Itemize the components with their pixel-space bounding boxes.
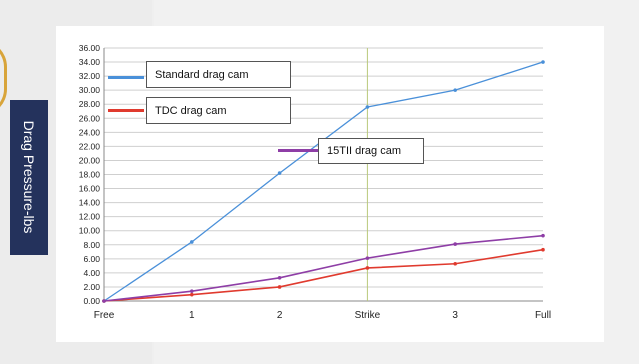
y-tick-label: 8.00 xyxy=(83,240,100,250)
series-point xyxy=(365,105,370,109)
series-point xyxy=(453,88,458,92)
y-tick-label: 32.00 xyxy=(79,71,101,81)
series-point xyxy=(541,60,545,64)
series-point xyxy=(277,171,282,175)
series-point xyxy=(365,266,370,270)
series-point xyxy=(277,285,282,289)
chart-card: 0.00 2.00 4.00 6.00 8.00 10.00 12.00 14.00 16.00… xyxy=(56,26,604,342)
y-tick-label: 14.00 xyxy=(79,198,101,208)
legend-15tii: 15TII drag cam xyxy=(318,138,424,164)
y-tick-label: 20.00 xyxy=(79,155,101,165)
x-tick-label: Free xyxy=(94,310,115,321)
legend-tdc-swatch xyxy=(108,109,144,112)
series-point xyxy=(541,233,545,238)
series-point xyxy=(190,289,194,293)
legend-15tii-label: 15TII drag cam xyxy=(327,145,401,157)
line-chart: 0.00 2.00 4.00 6.00 8.00 10.00 12.00 14.00 16.00… xyxy=(79,43,551,321)
y-tick-label: 36.00 xyxy=(79,43,101,53)
series-point xyxy=(190,292,194,297)
y-tick-label: 12.00 xyxy=(79,212,101,222)
y-tick-label: 6.00 xyxy=(83,254,100,264)
y-tick-label: 28.00 xyxy=(79,99,101,109)
series-line xyxy=(103,234,544,302)
legend-tdc-label: TDC drag cam xyxy=(155,104,227,117)
y-axis-title: Drag Pressure-lbs xyxy=(21,120,37,234)
series-point xyxy=(277,276,282,280)
series-point xyxy=(190,240,194,244)
x-tick-label: Strike xyxy=(355,310,381,321)
y-axis-title-box xyxy=(10,100,48,255)
series-point xyxy=(541,247,545,252)
y-tick-label: 34.00 xyxy=(79,57,101,67)
series-line xyxy=(103,248,544,302)
series-point xyxy=(102,299,106,303)
legend-standard: Standard drag cam xyxy=(146,61,291,88)
legend-standard-swatch xyxy=(108,76,144,79)
y-tick-label: 4.00 xyxy=(83,268,100,278)
x-tick-label: Full xyxy=(535,310,551,321)
x-tick-label: 3 xyxy=(452,310,458,321)
legend-tdc: TDC drag cam xyxy=(146,97,291,124)
y-tick-label: 16.00 xyxy=(79,184,101,194)
series-point xyxy=(453,242,458,246)
x-tick-label: 1 xyxy=(189,310,195,321)
legend-standard-label: Standard drag cam xyxy=(155,68,249,81)
y-tick-label: 24.00 xyxy=(79,127,101,137)
x-tick-label: 2 xyxy=(277,310,283,321)
legend-15tii-swatch xyxy=(278,149,318,152)
y-tick-label: 26.00 xyxy=(79,113,101,123)
series-point xyxy=(365,256,370,260)
y-tick-label: 0.00 xyxy=(83,296,100,306)
y-tick-label: 22.00 xyxy=(79,141,101,151)
y-tick-label: 2.00 xyxy=(83,282,100,292)
series-point xyxy=(453,261,458,266)
y-tick-label: 30.00 xyxy=(79,85,101,95)
y-tick-label: 18.00 xyxy=(79,170,101,180)
y-tick-label: 10.00 xyxy=(79,226,101,236)
